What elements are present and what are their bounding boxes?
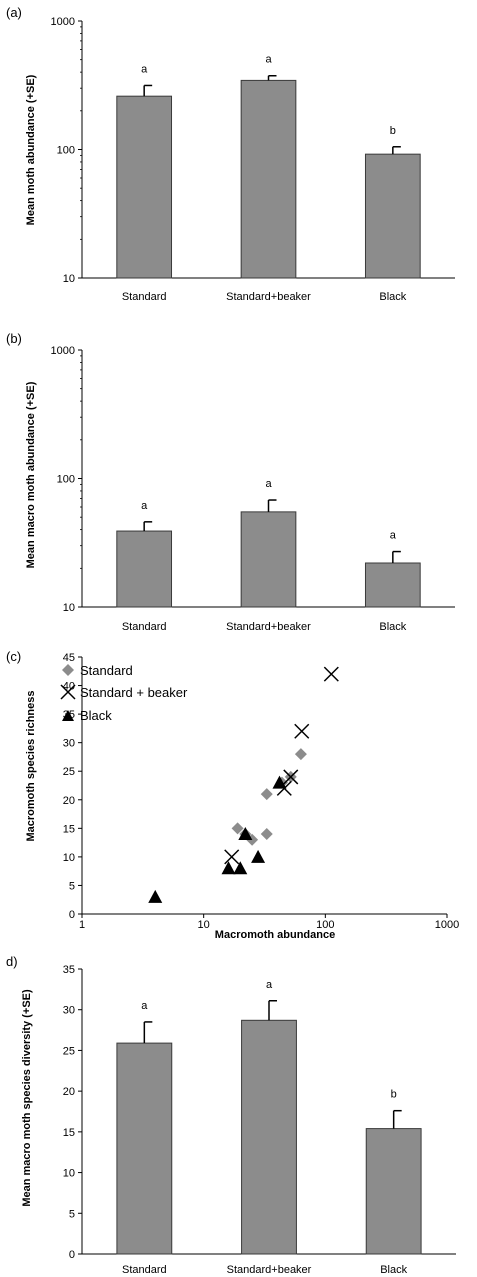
diamond-point	[260, 788, 273, 801]
triangle-marker-icon	[62, 710, 74, 721]
y-tick-label: 100	[57, 474, 75, 486]
x-point	[224, 849, 240, 865]
x-tick-label: 1000	[435, 919, 459, 931]
plot-area: 0 5 10 15 20 25 30 35 a Standard a Standard+beaker b…	[63, 964, 456, 1276]
legend-item-standard: Standard	[62, 663, 133, 678]
category-label: Standard+beaker	[226, 291, 311, 303]
y-tick-label: 10	[63, 1168, 75, 1180]
y-axis-label: Mean macro moth species diversity (+SE)	[21, 989, 33, 1207]
y-tick-label: 20	[63, 1086, 75, 1098]
category-label: Standard	[122, 621, 167, 633]
y-tick-label: 5	[69, 1208, 75, 1220]
x-point	[323, 666, 339, 682]
x-tick-label: 10	[198, 919, 210, 931]
category-label: Standard	[122, 1264, 167, 1276]
chart-panel-c: (c) Macromoth species richness Macromoth…	[6, 649, 459, 941]
y-tick-label: 0	[69, 1249, 75, 1261]
y-axis-label: Macromoth species richness	[25, 690, 37, 841]
significance-letter: a	[266, 979, 273, 991]
diamond-marker-icon	[62, 664, 74, 676]
chart-panel-a: (a) Mean moth abundance (+SE) 10 100 1000 a…	[6, 5, 455, 303]
panel-label: (b)	[6, 331, 22, 346]
plot-area: 10 100 1000 a Standard a Standard+beaker b Black	[51, 16, 455, 303]
plot-area: 10 100 1000 a Standard a Standard+beaker a Black	[51, 345, 455, 633]
bar	[364, 562, 421, 608]
y-tick-label: 15	[63, 1127, 75, 1139]
legend-label: Standard	[80, 663, 133, 678]
legend-item-black: Black	[62, 708, 112, 723]
bar	[116, 530, 173, 608]
legend: Standard Standard + beaker Black	[60, 663, 188, 723]
bar	[116, 95, 173, 279]
significance-letter: a	[141, 63, 148, 75]
legend-label: Standard + beaker	[80, 685, 188, 700]
diamond-point	[260, 828, 273, 841]
y-tick-label: 25	[63, 1045, 75, 1057]
bar	[241, 1019, 297, 1255]
category-label: Black	[379, 291, 406, 303]
chart-panel-b: (b) Mean macro moth abundance (+SE) 1010…	[6, 331, 455, 633]
category-label: Standard+beaker	[226, 621, 311, 633]
triangle-point	[251, 849, 266, 863]
x-tick-label: 100	[316, 919, 334, 931]
x-marker-icon	[60, 684, 76, 700]
y-tick-label: 10	[63, 602, 75, 614]
bar	[116, 1042, 173, 1255]
y-tick-label: 45	[63, 652, 75, 664]
x-tick-label: 1	[79, 919, 85, 931]
triangle-point	[221, 861, 236, 875]
category-label: Standard+beaker	[227, 1264, 312, 1276]
bar	[240, 79, 297, 279]
chart-panel-d: d) Mean macro moth species diversity (+S…	[6, 954, 456, 1276]
panel-label: (a)	[6, 5, 22, 20]
x-point	[283, 769, 299, 785]
y-tick-label: 1000	[51, 345, 75, 357]
bar	[240, 511, 297, 608]
category-label: Black	[379, 621, 406, 633]
significance-letter: a	[265, 478, 272, 490]
diamond-point	[231, 822, 244, 835]
y-tick-label: 30	[63, 738, 75, 750]
triangle-point	[233, 861, 248, 875]
y-tick-label: 1000	[51, 16, 75, 28]
y-tick-label: 100	[57, 145, 75, 157]
y-tick-label: 15	[63, 823, 75, 835]
category-label: Standard	[122, 291, 167, 303]
significance-letter: a	[390, 530, 397, 542]
y-tick-label: 10	[63, 273, 75, 285]
diamond-point	[294, 748, 307, 761]
y-tick-label: 0	[69, 909, 75, 921]
triangle-point	[272, 775, 287, 789]
triangle-point	[148, 889, 163, 903]
y-tick-label: 10	[63, 852, 75, 864]
y-tick-label: 5	[69, 880, 75, 892]
panel-label: d)	[6, 954, 18, 969]
y-axis-label: Mean moth abundance (+SE)	[25, 74, 37, 225]
bar	[364, 153, 421, 279]
x-axis-label: Macromoth abundance	[215, 929, 335, 941]
category-label: Black	[380, 1264, 407, 1276]
panel-label: (c)	[6, 649, 21, 664]
y-tick-label: 25	[63, 766, 75, 778]
y-tick-label: 35	[63, 964, 75, 976]
legend-item-standard-beaker: Standard + beaker	[60, 684, 188, 700]
y-tick-label: 30	[63, 1005, 75, 1017]
x-point	[294, 723, 310, 739]
legend-label: Black	[80, 708, 112, 723]
significance-letter: a	[265, 54, 272, 66]
y-tick-label: 20	[63, 795, 75, 807]
y-axis-label: Mean macro moth abundance (+SE)	[25, 381, 37, 568]
significance-letter: b	[391, 1089, 397, 1101]
bar	[365, 1128, 422, 1255]
significance-letter: b	[390, 125, 396, 137]
plot-area: 0510152025303540451101001000	[63, 652, 459, 931]
significance-letter: a	[141, 500, 148, 512]
significance-letter: a	[141, 1000, 148, 1012]
triangle-point	[238, 827, 253, 841]
